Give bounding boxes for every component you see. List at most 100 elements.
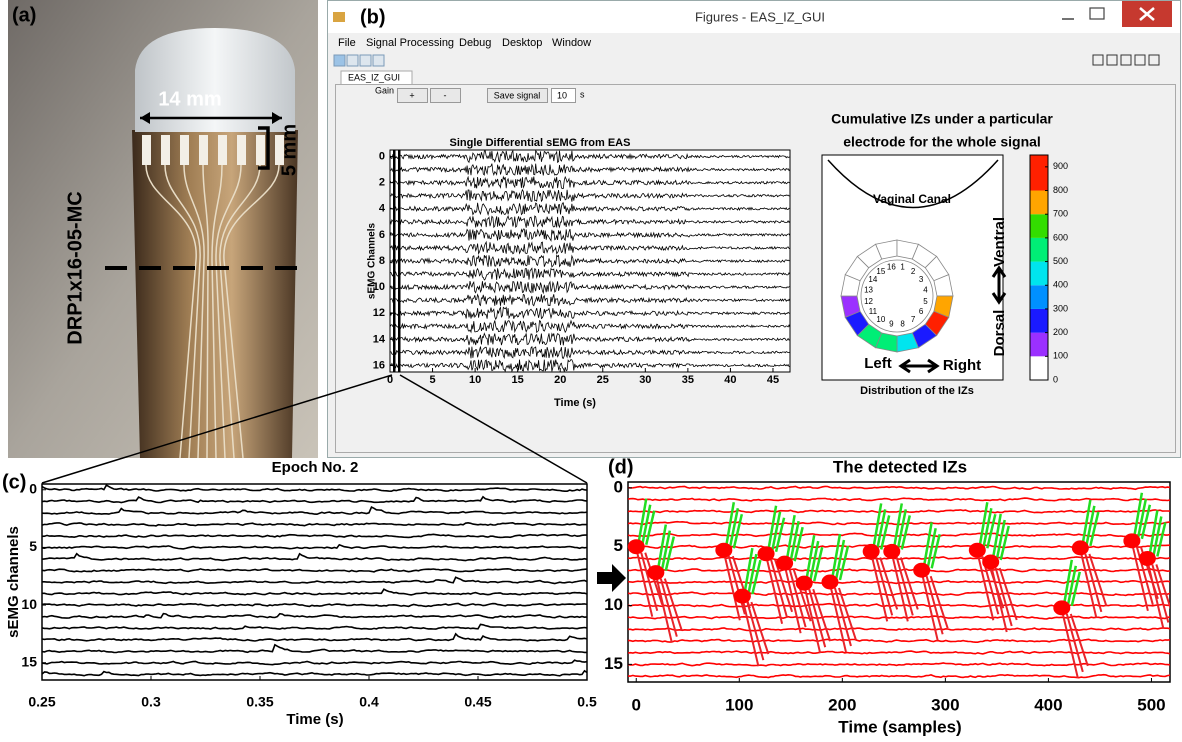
menu-item[interactable]: Signal Processing xyxy=(366,37,454,49)
pad xyxy=(180,135,189,165)
pad xyxy=(142,135,151,165)
pad xyxy=(275,135,284,165)
propagation-line xyxy=(1085,505,1096,547)
electrode-label: 9 xyxy=(889,320,894,329)
iz-marker xyxy=(715,542,733,558)
propagation-line xyxy=(788,568,807,628)
propagation-line xyxy=(921,576,939,641)
save-button[interactable] xyxy=(487,88,548,103)
propagation-line xyxy=(655,578,673,643)
arrow xyxy=(597,564,626,592)
inner-circle xyxy=(860,259,934,333)
propagation-line xyxy=(784,568,802,634)
propagation-line xyxy=(724,502,736,549)
probe-dome xyxy=(135,28,295,132)
menu-item[interactable]: Window xyxy=(552,37,591,49)
propagation-line xyxy=(995,519,1006,561)
propagation-line xyxy=(1081,499,1092,547)
x-tick-label: 35 xyxy=(682,374,694,386)
tab-label: EAS_IZ_GUI xyxy=(348,72,400,82)
propagation xyxy=(829,533,857,653)
propagation-line xyxy=(926,527,937,569)
propagation-line xyxy=(994,567,1013,627)
electrode-label: 14 xyxy=(868,275,877,284)
signal-trace xyxy=(42,588,587,596)
signal-trace xyxy=(628,615,1170,620)
signal-trace xyxy=(42,552,587,562)
pad xyxy=(199,135,208,165)
layout-button[interactable] xyxy=(1148,54,1160,66)
chart-title: Single Differential sEMG from EAS xyxy=(450,137,631,149)
signal-trace xyxy=(390,280,790,295)
propagation-line xyxy=(1136,498,1148,540)
window-title: Figures - EAS_IZ_GUI xyxy=(695,9,825,24)
propagation xyxy=(921,522,949,641)
propagation-line xyxy=(645,510,656,545)
gain-minus-button[interactable] xyxy=(430,88,461,103)
colorbar-bin xyxy=(1030,155,1048,191)
colorbar-tick-label: 0 xyxy=(1053,374,1058,384)
gain-plus-button[interactable] xyxy=(397,88,428,103)
y-tick-label: 6 xyxy=(379,229,385,241)
layout-button[interactable] xyxy=(1134,54,1146,66)
propagation-line xyxy=(1061,613,1079,679)
traces xyxy=(390,150,790,372)
x-tick-label: 400 xyxy=(1034,695,1062,714)
menu-item[interactable]: Desktop xyxy=(502,37,542,49)
x-tick-label: 0.25 xyxy=(28,694,55,710)
duration-input[interactable] xyxy=(551,88,576,103)
colorbar-tick-label: 100 xyxy=(1053,351,1068,361)
propagation xyxy=(1061,559,1089,679)
propagation-line xyxy=(834,539,846,581)
tool-button[interactable] xyxy=(346,54,359,67)
electrode-label: 3 xyxy=(919,275,924,284)
propagation-line xyxy=(770,511,782,553)
x-tick-label: 0.5 xyxy=(577,694,597,710)
tool-button[interactable] xyxy=(359,54,372,67)
chart-title: The detected IZs xyxy=(833,457,967,476)
propagation-line xyxy=(728,507,740,549)
y-tick-label: 0 xyxy=(29,480,37,496)
menu-item[interactable]: File xyxy=(338,37,356,49)
propagation-line xyxy=(1151,564,1170,623)
signal-trace xyxy=(42,669,587,677)
propagation-line xyxy=(766,505,778,552)
layout-button[interactable] xyxy=(1106,54,1118,66)
iz-marker xyxy=(982,554,1000,570)
tool-button[interactable] xyxy=(372,54,385,67)
pad xyxy=(237,135,246,165)
signal-trace xyxy=(628,485,1170,491)
colorbar-tick-label: 800 xyxy=(1053,185,1068,195)
propagation-line xyxy=(1069,613,1089,667)
tab[interactable] xyxy=(340,70,413,84)
pad xyxy=(161,135,170,165)
signal-trace xyxy=(42,506,587,516)
signal-trace xyxy=(42,643,587,654)
propagation-line xyxy=(892,503,904,550)
tool-button[interactable] xyxy=(333,54,346,67)
propagation-line xyxy=(640,552,659,611)
electrode-pads xyxy=(142,135,284,459)
electrode-label: 16 xyxy=(887,263,896,272)
electrode-label: 8 xyxy=(900,320,905,329)
y-tick-label: 10 xyxy=(373,281,385,293)
layout-button[interactable] xyxy=(1092,54,1104,66)
propagation-line xyxy=(999,525,1010,561)
signal-trace xyxy=(628,591,1170,597)
propagation-line xyxy=(1070,571,1082,607)
signal-trace xyxy=(390,267,790,281)
layout-button[interactable] xyxy=(1120,54,1132,66)
propagation-line xyxy=(991,513,1002,561)
signal-trace xyxy=(390,319,790,334)
menu-item[interactable]: Debug xyxy=(459,37,491,49)
propagation-line xyxy=(925,575,944,635)
maximize-button[interactable] xyxy=(1089,7,1105,20)
canal-arc xyxy=(827,159,999,209)
propagation-line xyxy=(770,559,789,619)
propagation xyxy=(636,498,664,617)
colorbar-bin xyxy=(1030,356,1048,380)
electrode-label: 6 xyxy=(919,307,924,316)
signal-trace xyxy=(42,602,587,608)
ventral-label: Ventral xyxy=(991,217,1008,267)
signal-trace xyxy=(42,484,587,493)
